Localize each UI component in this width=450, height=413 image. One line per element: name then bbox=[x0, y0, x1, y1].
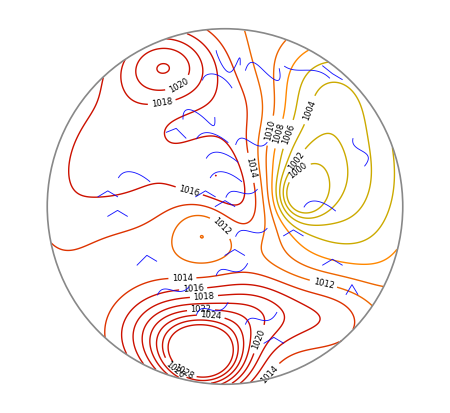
Text: 1008: 1008 bbox=[271, 122, 286, 145]
Text: 1024: 1024 bbox=[200, 310, 222, 321]
Text: 1002: 1002 bbox=[287, 150, 306, 172]
Text: 1018: 1018 bbox=[193, 291, 215, 301]
Text: 1012: 1012 bbox=[211, 216, 232, 237]
Text: 1020: 1020 bbox=[251, 328, 267, 351]
Text: 1018: 1018 bbox=[151, 97, 173, 109]
Text: 1012: 1012 bbox=[312, 277, 335, 290]
Text: 1026: 1026 bbox=[163, 359, 185, 380]
Text: 1006: 1006 bbox=[280, 123, 296, 146]
Text: 1016: 1016 bbox=[178, 184, 201, 198]
Text: 1022: 1022 bbox=[190, 305, 212, 314]
Text: 1014: 1014 bbox=[259, 364, 280, 385]
Text: 1016: 1016 bbox=[182, 284, 204, 294]
Text: 1020: 1020 bbox=[167, 76, 190, 95]
Text: 1014: 1014 bbox=[244, 157, 257, 179]
Text: 1000: 1000 bbox=[287, 161, 309, 181]
Text: 1004: 1004 bbox=[302, 99, 318, 121]
Text: 1028: 1028 bbox=[172, 363, 195, 381]
Text: 1010: 1010 bbox=[263, 119, 277, 142]
Text: 1014: 1014 bbox=[172, 273, 193, 283]
